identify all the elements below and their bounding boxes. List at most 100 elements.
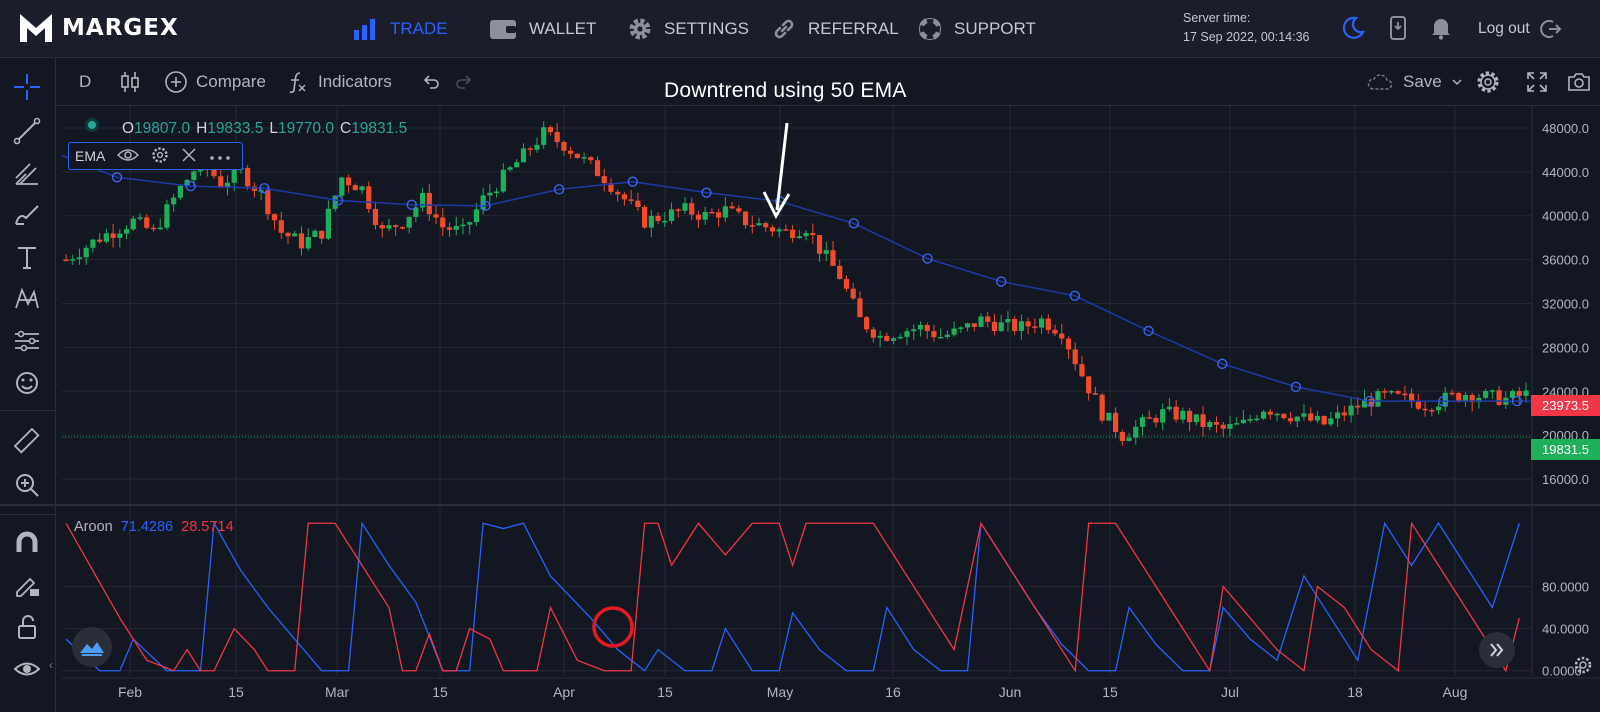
mobile-app-button[interactable] [1385,15,1411,41]
chart-logo-button[interactable] [72,627,112,667]
nav-wallet[interactable]: WALLET [489,0,596,58]
ruler-icon [13,427,40,454]
chart-settings-button[interactable] [1475,58,1501,106]
chart-settings-corner[interactable] [1572,654,1594,676]
emoji-icon [16,372,38,394]
compare-button[interactable]: Compare [164,58,266,106]
tool-visibility[interactable] [10,652,44,686]
tool-magnet[interactable] [10,526,44,560]
notifications-button[interactable] [1428,15,1454,41]
candle-body [897,336,903,339]
candle-body [1059,333,1065,339]
candle-body [574,153,580,158]
collapse-left-toggle[interactable]: ‹ [49,658,53,672]
candle-body [790,229,796,239]
tool-lock-drawings[interactable] [10,568,44,602]
candle-body [63,259,69,262]
candle-body [480,195,486,210]
candle-body [1261,411,1267,419]
undo-button[interactable] [420,58,442,106]
candle-body [1032,326,1038,328]
market-status-dot[interactable] [85,118,99,132]
candle-body [1227,423,1233,429]
candle-body [1442,392,1448,407]
indicators-label: Indicators [318,72,392,91]
candle-body [1523,390,1529,396]
candle-body [446,227,453,230]
candle-body [1415,401,1421,409]
candle-body [1314,416,1321,421]
tool-unlock[interactable] [10,610,44,644]
tool-pitchfork[interactable] [10,156,44,190]
nav-trade[interactable]: TRADE [352,0,448,58]
interval-selector[interactable]: D [79,58,91,106]
x-tick-label: 18 [1347,684,1363,700]
candle-body [991,321,998,332]
trend-line-icon [13,117,41,145]
chart-toolbar: D Compare Indicators Save [57,58,1600,106]
fullscreen-button[interactable] [1525,58,1549,106]
candle-body [70,259,76,261]
candle-body [695,214,702,220]
undo-icon [423,75,439,89]
camera-icon [1568,73,1590,91]
pitchfork-icon [15,163,38,185]
candle-body [776,229,782,232]
save-button[interactable]: Save [1365,58,1464,106]
nav-support[interactable]: SUPPORT [918,0,1036,58]
tool-zoom[interactable] [10,468,44,502]
aroon-up-line [65,521,1520,672]
brand-logo[interactable]: MARGEX [18,12,179,44]
ema-marker [1069,290,1081,301]
tool-ruler[interactable] [10,424,44,458]
chart-axes: Feb 15 Mar 15 Apr 15 May 16 Jun 15 Jul 18 Aug 48000.0… [0,106,1600,700]
candle-body [594,160,601,177]
candle-body [648,215,654,228]
candle-body [1476,397,1482,403]
nav-trade-label: TRADE [390,19,448,38]
redo-icon [456,75,472,89]
candle-body [359,186,365,191]
ema-visibility-toggle[interactable] [117,148,140,165]
nav-settings[interactable]: SETTINGS [628,0,749,58]
x-tick-label: Mar [325,684,349,700]
fullscreen-icon [1527,72,1547,92]
candle-body [399,227,406,229]
candle-body [130,218,136,230]
tool-patterns[interactable] [10,282,44,316]
ema-indicator-legend[interactable]: EMA [68,142,243,170]
candle-body [1489,390,1495,392]
annotation-arrow-shaft [775,122,789,211]
candle-body [453,225,459,230]
candle-body [1220,424,1226,429]
ema-settings-button[interactable] [151,146,169,167]
tool-text[interactable] [10,240,44,274]
indicators-button[interactable]: Indicators [286,58,392,106]
tool-brush[interactable] [10,198,44,232]
snapshot-button[interactable] [1566,58,1592,106]
candle-body [285,232,291,237]
candle-body [1496,390,1502,405]
tool-trend-line[interactable] [10,114,44,148]
ohlc-low: 19770.0 [277,120,334,137]
candle-body [1348,405,1354,416]
server-time-value: 17 Sep 2022, 00:14:36 [1183,30,1310,44]
ema-remove-button[interactable] [181,147,197,166]
chart-type-button[interactable] [117,58,143,106]
tool-prediction[interactable] [10,324,44,358]
redo-button[interactable] [453,58,475,106]
aroon-legend[interactable]: Aroon 71.4286 28.5714 [74,519,234,535]
scroll-to-realtime-button[interactable] [1479,632,1515,668]
candle-body [177,185,183,198]
tool-emoji[interactable] [10,366,44,400]
server-time: Server time: 17 Sep 2022, 00:14:36 [1183,9,1310,47]
nav-settings-label: SETTINGS [664,19,750,38]
logout-button[interactable]: Log out [1478,0,1562,58]
ema-more-button[interactable] [209,148,231,164]
theme-toggle[interactable] [1340,15,1366,41]
nav-referral[interactable]: REFERRAL [772,0,899,58]
tool-crosshair[interactable] [10,70,44,104]
candle-body [769,227,776,232]
ohlc-open: 19807.0 [134,120,191,137]
